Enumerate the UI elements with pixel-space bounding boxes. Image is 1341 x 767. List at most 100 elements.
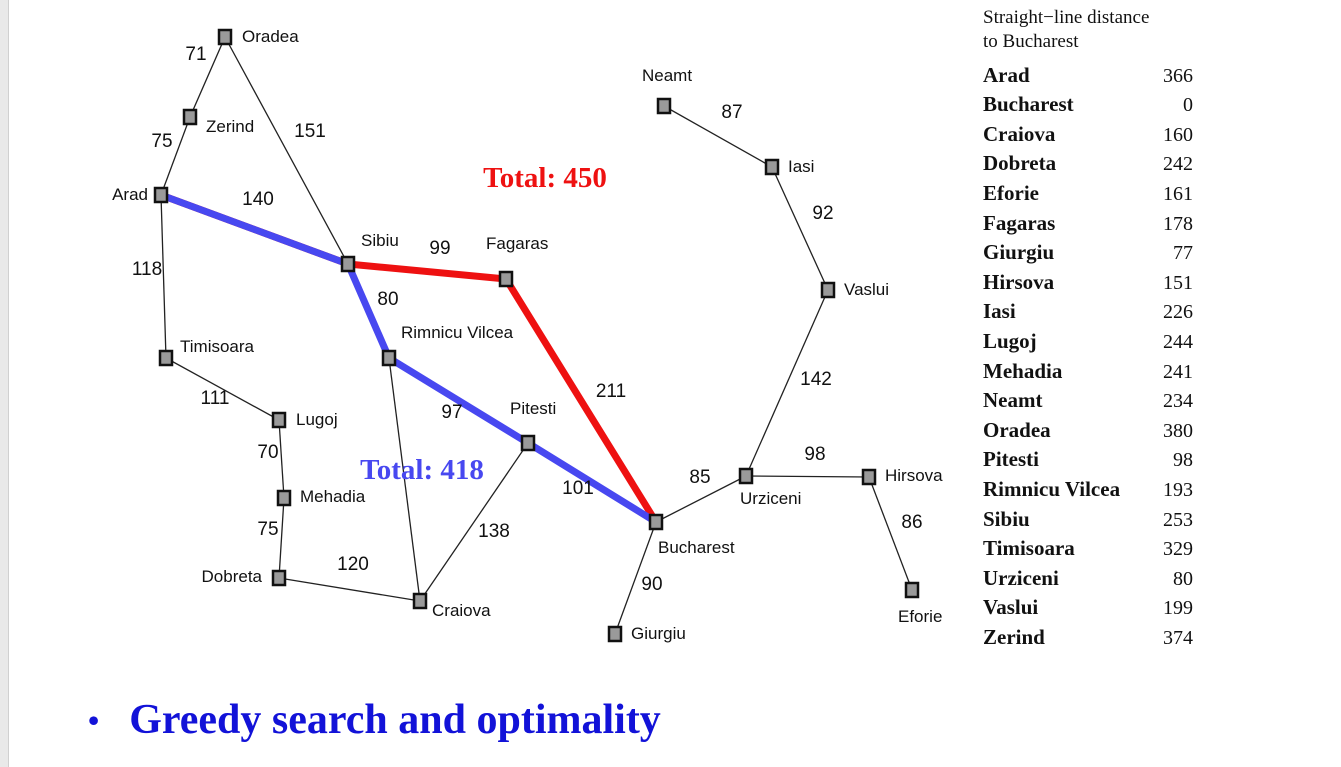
table-row-lugoj: Lugoj 244 bbox=[983, 324, 1193, 354]
table-row-rimnicu-vilcea: Rimnicu Vilcea 193 bbox=[983, 472, 1193, 502]
table-row-fagaras: Fagaras 178 bbox=[983, 206, 1193, 236]
distance-label-sibiu-rimnicu-vilcea: 80 bbox=[377, 289, 398, 310]
table-row-city: Zerind bbox=[983, 624, 1045, 649]
left-margin-bar bbox=[0, 0, 9, 767]
road-craiova-pitesti bbox=[419, 442, 529, 602]
distance-label-oradea-zerind: 71 bbox=[185, 44, 206, 65]
city-label-eforie: Eforie bbox=[898, 607, 942, 626]
city-node-pitesti bbox=[520, 434, 536, 452]
table-row-city: Craiova bbox=[983, 121, 1056, 146]
table-row-value: 161 bbox=[1163, 182, 1193, 205]
table-row-value: 329 bbox=[1163, 538, 1193, 561]
bullet-dot-icon: • bbox=[88, 701, 100, 738]
table-row-city: Fagaras bbox=[983, 210, 1056, 235]
table-row-value: 234 bbox=[1163, 390, 1193, 413]
city-label-timisoara: Timisoara bbox=[180, 337, 255, 356]
city-node-neamt bbox=[656, 97, 672, 115]
distance-label-rimnicu-vilcea-pitesti: 97 bbox=[441, 402, 462, 423]
table-row-city: Vaslui bbox=[983, 595, 1039, 620]
city-label-vaslui: Vaslui bbox=[844, 280, 889, 299]
table-row-bucharest: Bucharest 0 bbox=[983, 88, 1193, 118]
city-label-bucharest: Bucharest bbox=[658, 538, 735, 557]
table-row-pitesti: Pitesti 98 bbox=[983, 443, 1193, 473]
city-node-iasi bbox=[764, 158, 780, 176]
city-node-craiova bbox=[412, 592, 428, 610]
city-node-zerind bbox=[182, 108, 198, 126]
table-row-value: 242 bbox=[1163, 153, 1193, 176]
road-iasi-neamt bbox=[663, 105, 773, 168]
table-row-neamt: Neamt 234 bbox=[983, 384, 1193, 414]
table-row-city: Oradea bbox=[983, 417, 1051, 442]
table-row-city: Lugoj bbox=[983, 328, 1037, 353]
distance-label-mehadia-dobreta: 75 bbox=[257, 519, 278, 540]
table-row-value: 193 bbox=[1163, 478, 1193, 501]
table-header: Straight−line distance to Bucharest bbox=[983, 6, 1193, 54]
table-row-value: 366 bbox=[1163, 64, 1193, 87]
road-zerind-arad bbox=[160, 116, 191, 196]
table-row-value: 160 bbox=[1163, 123, 1193, 146]
table-row-city: Dobreta bbox=[983, 151, 1057, 176]
road-rimnicu-vilcea-craiova bbox=[388, 357, 421, 602]
city-label-fagaras: Fagaras bbox=[486, 234, 548, 253]
road-vaslui-iasi bbox=[771, 166, 829, 291]
table-row-city: Pitesti bbox=[983, 447, 1039, 472]
straight-line-distance-table: Straight−line distance to Bucharest Arad… bbox=[983, 6, 1193, 650]
table-row-city: Eforie bbox=[983, 180, 1039, 205]
city-label-zerind: Zerind bbox=[206, 117, 254, 136]
table-row-city: Rimnicu Vilcea bbox=[983, 476, 1121, 501]
distance-label-dobreta-craiova: 120 bbox=[337, 554, 369, 575]
distance-label-pitesti-bucharest: 101 bbox=[562, 478, 594, 499]
distance-label-arad-sibiu: 140 bbox=[242, 189, 274, 210]
city-node-dobreta bbox=[271, 569, 287, 587]
distance-label-bucharest-giurgiu: 90 bbox=[641, 574, 662, 595]
table-row-dobreta: Dobreta 242 bbox=[983, 147, 1193, 177]
road-timisoara-lugoj bbox=[165, 357, 280, 421]
road-hirsova-eforie bbox=[868, 476, 913, 591]
city-label-sibiu: Sibiu bbox=[361, 231, 399, 250]
city-label-lugoj: Lugoj bbox=[296, 410, 338, 429]
city-node-timisoara bbox=[158, 349, 174, 367]
city-label-pitesti: Pitesti bbox=[510, 399, 556, 418]
distance-label-lugoj-mehadia: 70 bbox=[257, 442, 278, 463]
table-row-city: Neamt bbox=[983, 388, 1043, 413]
table-row-value: 380 bbox=[1163, 419, 1193, 442]
city-node-hirsova bbox=[861, 468, 877, 486]
city-node-arad bbox=[153, 186, 169, 204]
table-row-value: 199 bbox=[1163, 597, 1193, 620]
road-urziceni-vaslui bbox=[745, 289, 829, 477]
road-oradea-zerind bbox=[189, 36, 226, 118]
table-row-zerind: Zerind 374 bbox=[983, 620, 1193, 650]
distance-label-urziceni-vaslui: 142 bbox=[800, 369, 832, 390]
table-row-city: Iasi bbox=[983, 299, 1016, 324]
city-label-oradea: Oradea bbox=[242, 27, 299, 46]
distance-label-hirsova-eforie: 86 bbox=[901, 512, 922, 533]
city-node-sibiu bbox=[340, 255, 356, 273]
distance-label-iasi-neamt: 87 bbox=[721, 102, 742, 123]
table-row-city: Bucharest bbox=[983, 92, 1074, 117]
table-row-value: 80 bbox=[1173, 567, 1193, 590]
city-label-craiova: Craiova bbox=[432, 601, 491, 620]
table-row-giurgiu: Giurgiu 77 bbox=[983, 236, 1193, 266]
city-node-rimnicu-vilcea bbox=[381, 349, 397, 367]
table-row-city: Timisoara bbox=[983, 536, 1075, 561]
table-row-city: Mehadia bbox=[983, 358, 1063, 383]
table-row-value: 77 bbox=[1173, 242, 1193, 265]
distance-label-vaslui-iasi: 92 bbox=[812, 203, 833, 224]
table-row-value: 241 bbox=[1163, 360, 1193, 383]
city-node-eforie bbox=[904, 581, 920, 599]
city-label-urziceni: Urziceni bbox=[740, 489, 801, 508]
distance-label-fagaras-bucharest: 211 bbox=[596, 381, 626, 402]
table-row-city: Arad bbox=[983, 62, 1030, 87]
distance-label-timisoara-lugoj: 111 bbox=[201, 388, 230, 409]
city-node-fagaras bbox=[498, 270, 514, 288]
table-row-value: 178 bbox=[1163, 212, 1193, 235]
table-row-value: 0 bbox=[1183, 94, 1193, 117]
city-node-urziceni bbox=[738, 467, 754, 485]
road-bucharest-urziceni bbox=[655, 475, 747, 523]
table-row-hirsova: Hirsova 151 bbox=[983, 265, 1193, 295]
table-row-value: 253 bbox=[1163, 508, 1193, 531]
city-node-giurgiu bbox=[607, 625, 623, 643]
distance-label-oradea-sibiu: 151 bbox=[294, 121, 326, 142]
city-node-vaslui bbox=[820, 281, 836, 299]
city-node-mehadia bbox=[276, 489, 292, 507]
